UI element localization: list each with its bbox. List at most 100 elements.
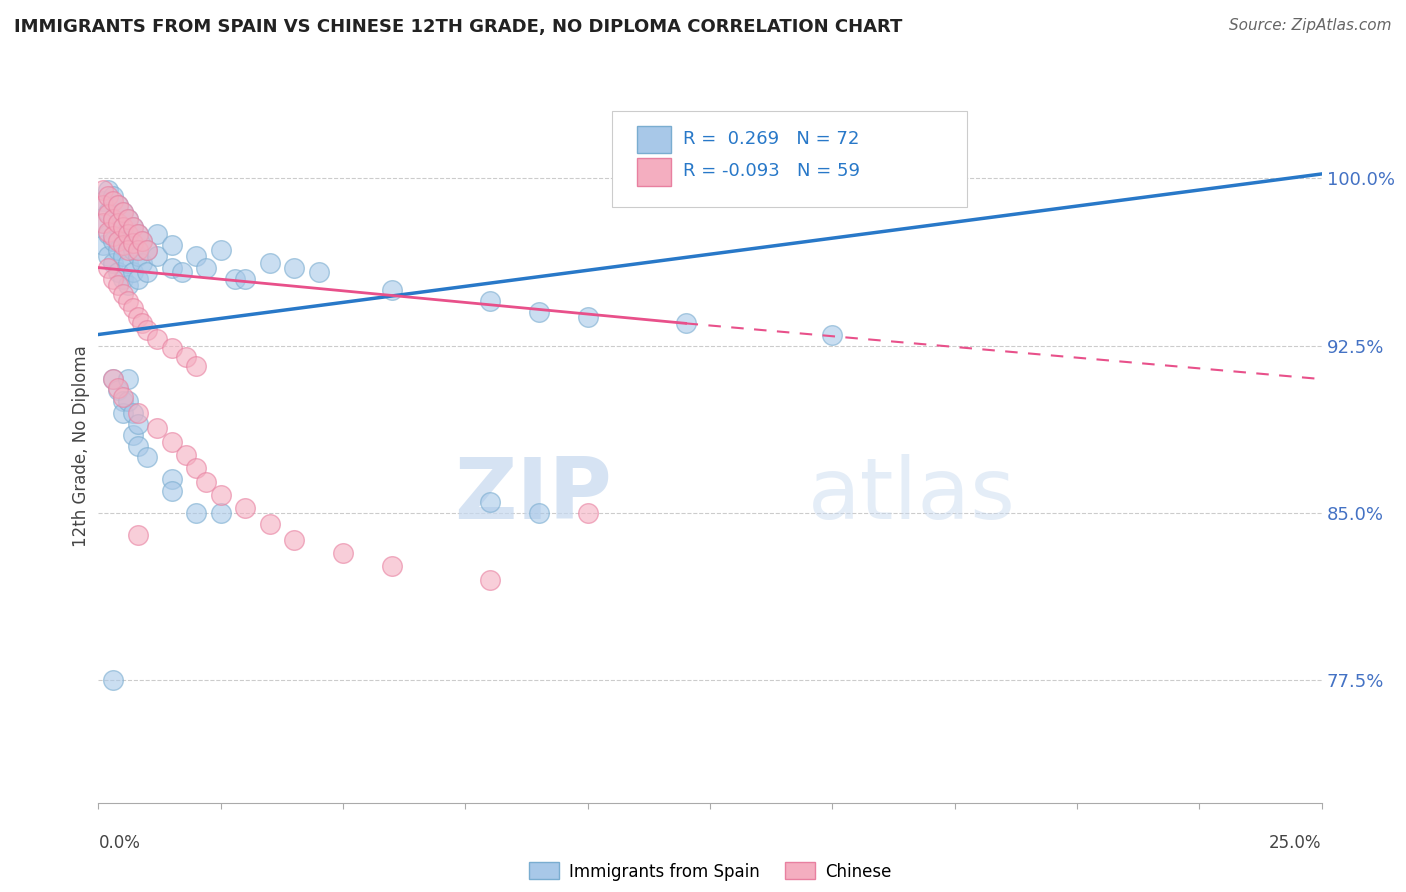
Point [160,238,183,252]
Point [127,310,149,324]
Point [101,194,124,208]
Point [111,238,134,252]
Point [131,316,153,330]
Point [308,265,330,279]
Point [233,501,256,516]
Point [111,287,134,301]
Point [127,227,149,242]
Point [111,271,134,285]
Point [478,573,501,587]
Point [101,234,124,248]
Point [111,390,134,404]
Point [97,250,120,264]
Point [259,256,281,270]
Point [131,234,153,248]
Point [209,488,232,502]
FancyBboxPatch shape [637,127,671,153]
Point [117,372,139,386]
Point [91,194,114,208]
FancyBboxPatch shape [637,159,671,186]
Point [146,421,169,435]
Point [97,227,120,242]
Point [381,283,404,297]
Point [121,265,143,279]
Point [101,271,124,285]
Point [107,198,129,212]
Point [283,533,305,547]
Point [127,227,149,242]
Point [283,260,305,275]
Point [111,220,134,235]
Point [127,439,149,453]
Text: R =  0.269   N = 72: R = 0.269 N = 72 [683,130,859,148]
Point [233,271,256,285]
Legend: Immigrants from Spain, Chinese: Immigrants from Spain, Chinese [522,855,898,888]
Point [160,260,183,275]
Point [121,236,143,251]
Point [121,427,143,442]
Point [136,265,159,279]
Point [111,405,134,419]
Point [176,350,198,364]
Text: IMMIGRANTS FROM SPAIN VS CHINESE 12TH GRADE, NO DIPLOMA CORRELATION CHART: IMMIGRANTS FROM SPAIN VS CHINESE 12TH GR… [14,18,903,36]
Point [527,305,550,319]
Point [332,546,354,560]
Point [111,250,134,264]
Y-axis label: 12th Grade, No Diploma: 12th Grade, No Diploma [72,345,90,547]
Point [160,341,183,355]
Point [117,256,139,270]
Point [107,384,129,398]
Point [107,381,129,395]
Point [117,394,139,409]
Point [576,506,599,520]
Point [209,506,232,520]
Point [675,316,697,330]
Point [136,450,159,465]
Point [127,528,149,542]
Point [186,359,208,373]
Point [91,198,114,212]
Point [160,483,183,498]
Point [97,204,120,219]
Text: ZIP: ZIP [454,454,612,538]
Point [107,234,129,248]
Point [117,211,139,226]
Point [224,271,246,285]
Point [478,294,501,309]
Point [527,506,550,520]
Point [97,183,120,197]
Point [131,234,153,248]
Point [107,220,129,235]
Point [101,372,124,386]
Point [127,250,149,264]
Point [121,405,143,419]
Point [478,494,501,508]
Point [107,243,129,257]
Point [91,238,114,252]
Point [101,372,124,386]
Point [111,204,134,219]
Point [101,211,124,226]
Point [160,434,183,449]
Point [821,327,844,342]
FancyBboxPatch shape [612,111,967,207]
Text: 25.0%: 25.0% [1270,834,1322,852]
Text: R = -0.093   N = 59: R = -0.093 N = 59 [683,162,860,180]
Point [195,260,218,275]
Text: 0.0%: 0.0% [98,834,141,852]
Point [97,189,120,203]
Point [107,265,129,279]
Point [186,461,208,475]
Point [576,310,599,324]
Point [91,183,114,197]
Point [101,673,124,687]
Point [186,506,208,520]
Text: Source: ZipAtlas.com: Source: ZipAtlas.com [1229,18,1392,33]
Point [97,260,120,275]
Point [117,234,139,248]
Point [146,250,169,264]
Point [101,211,124,226]
Point [170,265,193,279]
Point [146,227,169,242]
Point [127,271,149,285]
